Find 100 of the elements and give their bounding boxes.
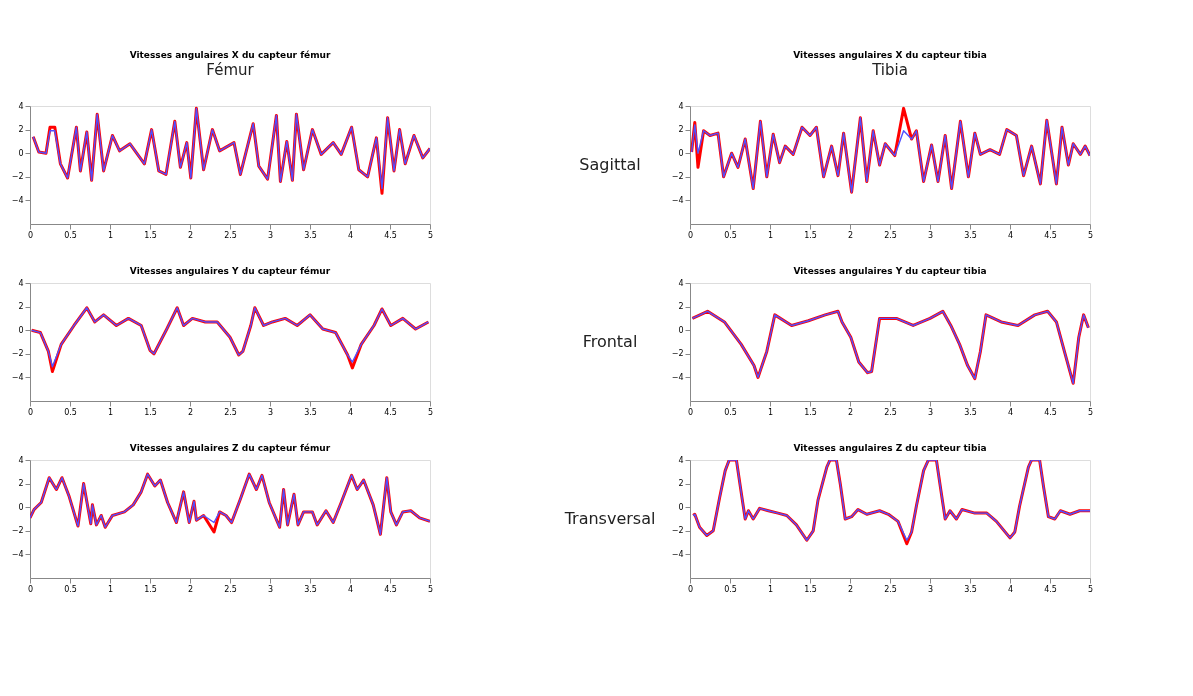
x-tick-label: 1	[107, 230, 114, 240]
y-tick-label: −4	[11, 195, 24, 205]
y-tick-label: −4	[671, 195, 684, 205]
chart-title: Vitesses angulaires Z du capteur tibia	[793, 443, 987, 453]
chart-title: Vitesses angulaires Y du capteur tibia	[793, 266, 987, 276]
x-tick-label: 0	[27, 584, 34, 594]
y-tick-label: 4	[678, 278, 684, 288]
x-tick-label: 1.5	[804, 584, 817, 594]
x-tick-label: 2.5	[224, 407, 237, 417]
text: Sagittal	[579, 155, 641, 174]
x-tick-label: 4	[347, 407, 354, 417]
y-tick-label: 2	[18, 479, 24, 489]
x-tick-label: 4	[1007, 584, 1014, 594]
x-tick-label: 2	[187, 230, 194, 240]
y-tick-label: −2	[671, 526, 684, 536]
x-tick-label: 3.5	[304, 407, 317, 417]
x-tick-label: 1.5	[804, 230, 817, 240]
y-tick-label: 4	[18, 278, 24, 288]
x-tick-label: 0.5	[64, 230, 77, 240]
y-tick-label: 0	[678, 502, 684, 512]
x-tick-label: 2	[187, 584, 194, 594]
x-tick-label: 2.5	[224, 584, 237, 594]
chart-title: Vitesses angulaires X du capteur tibia	[793, 50, 987, 60]
x-tick-label: 4.5	[1044, 407, 1057, 417]
y-tick-label: 2	[678, 302, 684, 312]
x-tick-label: 4.5	[1044, 584, 1057, 594]
y-tick-label: 0	[678, 148, 684, 158]
chart-title: Vitesses angulaires Z du capteur fémur	[129, 443, 331, 453]
x-tick-label: 1	[767, 230, 774, 240]
text: Frontal	[582, 332, 638, 351]
x-tick-label: 1.5	[804, 407, 817, 417]
x-tick-label: 4.5	[384, 584, 397, 594]
y-tick-label: −4	[671, 549, 684, 559]
chart-title: Vitesses angulaires X du capteur fémur	[129, 50, 331, 60]
y-tick-label: 0	[678, 325, 684, 335]
x-tick-label: 5	[427, 407, 434, 417]
y-tick-label: −2	[11, 526, 24, 536]
x-tick-label: 4.5	[384, 230, 397, 240]
x-tick-label: 3.5	[964, 230, 977, 240]
x-tick-label: 0	[687, 584, 694, 594]
x-tick-label: 4	[347, 230, 354, 240]
text: Fémur	[206, 61, 255, 79]
x-tick-label: 1.5	[144, 230, 157, 240]
x-tick-label: 0	[687, 230, 694, 240]
x-tick-label: 2	[847, 230, 854, 240]
x-tick-label: 4	[347, 584, 354, 594]
y-tick-label: 0	[18, 325, 24, 335]
x-tick-label: 0.5	[724, 230, 737, 240]
x-tick-label: 3	[267, 407, 274, 417]
y-tick-label: −2	[11, 172, 24, 182]
y-tick-label: −2	[11, 349, 24, 359]
x-tick-label: 2	[847, 407, 854, 417]
y-tick-label: −4	[11, 549, 24, 559]
x-tick-label: 0	[27, 407, 34, 417]
x-tick-label: 5	[1087, 230, 1094, 240]
x-tick-label: 3.5	[964, 407, 977, 417]
x-tick-label: 2	[187, 407, 194, 417]
x-tick-label: 3.5	[964, 584, 977, 594]
x-tick-label: 2.5	[224, 230, 237, 240]
y-tick-label: 4	[18, 101, 24, 111]
x-tick-label: 1	[107, 584, 114, 594]
x-tick-label: 0.5	[64, 407, 77, 417]
y-tick-label: −2	[671, 172, 684, 182]
x-tick-label: 5	[1087, 407, 1094, 417]
y-tick-label: 2	[678, 479, 684, 489]
y-tick-label: 0	[18, 502, 24, 512]
y-tick-label: 2	[678, 125, 684, 135]
x-tick-label: 0.5	[724, 407, 737, 417]
x-tick-label: 4.5	[1044, 230, 1057, 240]
x-tick-label: 1	[767, 584, 774, 594]
x-tick-label: 3	[927, 584, 934, 594]
x-tick-label: 4.5	[384, 407, 397, 417]
x-tick-label: 3	[267, 584, 274, 594]
x-tick-label: 0.5	[64, 584, 77, 594]
x-tick-label: 1	[107, 407, 114, 417]
text: Transversal	[563, 509, 656, 528]
y-tick-label: −4	[671, 372, 684, 382]
x-tick-label: 2.5	[884, 584, 897, 594]
text: Tibia	[871, 61, 908, 79]
x-tick-label: 2	[847, 584, 854, 594]
x-tick-label: 2.5	[884, 407, 897, 417]
x-tick-label: 5	[1087, 584, 1094, 594]
y-tick-label: 4	[678, 455, 684, 465]
x-tick-label: 3	[927, 230, 934, 240]
x-tick-label: 5	[427, 584, 434, 594]
x-tick-label: 3	[927, 407, 934, 417]
x-tick-label: 0	[27, 230, 34, 240]
y-tick-label: 2	[18, 125, 24, 135]
x-tick-label: 0.5	[724, 584, 737, 594]
x-tick-label: 3	[267, 230, 274, 240]
x-tick-label: 3.5	[304, 584, 317, 594]
y-tick-label: 4	[678, 101, 684, 111]
y-tick-label: 0	[18, 148, 24, 158]
x-tick-label: 5	[427, 230, 434, 240]
x-tick-label: 1.5	[144, 407, 157, 417]
x-tick-label: 3.5	[304, 230, 317, 240]
y-tick-label: 4	[18, 455, 24, 465]
x-tick-label: 2.5	[884, 230, 897, 240]
x-tick-label: 4	[1007, 407, 1014, 417]
x-tick-label: 0	[687, 407, 694, 417]
